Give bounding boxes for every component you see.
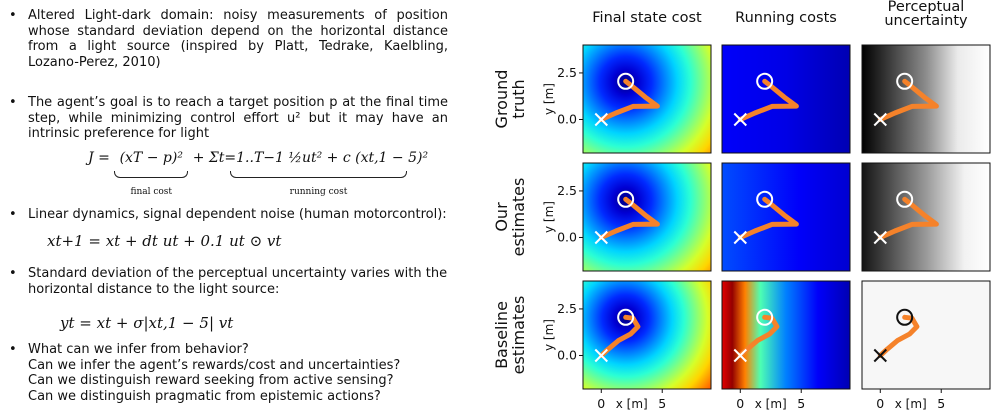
y-axis-label: y [m] (542, 201, 556, 233)
start-x-marker (594, 348, 608, 363)
running-cost-term: Σt=1..T−1 ½ut² + c (xt,1 − 5)² running co… (209, 150, 428, 198)
running-cost-expr: Σt=1..T−1 ½ut² + c (xt,1 − 5)² (208, 150, 429, 166)
y-tick-label: 2.5 (557, 183, 577, 198)
x-tick-label: 0 (736, 396, 744, 411)
start-x-marker (594, 230, 608, 245)
plot-panel: 0 5 x [m] (721, 280, 851, 411)
column-title: Perceptual (888, 0, 965, 15)
x-tick-label: 0 (876, 396, 884, 411)
x-tick-label: 5 (937, 396, 945, 411)
question-line-1: What can we infer from behavior? (28, 342, 249, 357)
bullet-text-1: Altered Light-dark domain: noisy measure… (28, 8, 448, 70)
row-title: estimates (509, 178, 528, 257)
final-cost-term: (xT − p)² final cost (114, 150, 189, 198)
start-x-marker (873, 230, 887, 245)
panel-frame (861, 280, 991, 390)
bullet-marker: • (9, 95, 17, 110)
dynamics-equation: xt+1 = xt + dt ut + 0.1 ut ⊙ vt (47, 232, 282, 250)
heatmap-background (722, 281, 850, 389)
start-x-marker (733, 112, 747, 127)
plot-panel (861, 162, 991, 272)
panel-frame (721, 280, 851, 390)
bullet-marker: • (9, 207, 17, 222)
start-x-marker (594, 112, 608, 127)
bullet-text-5: What can we infer from behavior? Can we … (28, 342, 458, 404)
target-circle-marker (756, 72, 774, 90)
x-axis-label: x [m] (755, 397, 787, 411)
x-axis-label: x [m] (616, 397, 648, 411)
target-circle-marker (756, 190, 774, 208)
start-x-marker (873, 348, 887, 363)
bullet-text-4: Standard deviation of the perceptual unc… (28, 266, 448, 297)
y-axis-label: y [m] (542, 319, 556, 351)
bullet-marker: • (9, 8, 17, 23)
target-circle-marker (896, 190, 914, 208)
target-circle-marker (617, 308, 635, 326)
running-cost-label: running cost (289, 187, 348, 197)
results-figure: Final state cost Running costs Perceptualu… (492, 0, 991, 411)
plot-panel: 0 5 x [m] (582, 280, 712, 411)
row-title: Ground (492, 70, 511, 129)
observation-equation: yt = xt + σ|xt,1 − 5| vt (60, 314, 234, 332)
final-cost-label: final cost (130, 187, 173, 197)
question-line-4: Can we distinguish pragmatic from episte… (28, 388, 381, 404)
y-tick-label: 0.0 (557, 111, 577, 126)
y-tick-label: 2.5 (557, 65, 577, 80)
panel-frame (721, 162, 851, 272)
plot-panel (582, 162, 712, 272)
target-circle-marker (617, 190, 635, 208)
panel-frame (582, 44, 712, 154)
panel-frame (861, 162, 991, 272)
question-line-3: Can we distinguish reward seeking from a… (28, 373, 394, 388)
x-tick-label: 0 (597, 396, 605, 411)
x-axis-label: x [m] (895, 397, 927, 411)
cost-lhs: J = (88, 150, 115, 166)
y-tick-label: 0.0 (557, 229, 577, 244)
bullet-marker: • (9, 266, 17, 281)
target-circle-marker (896, 72, 914, 90)
plot-panel (582, 44, 712, 154)
panel-frame (582, 162, 712, 272)
text-panel: • Altered Light-dark domain: noisy measu… (0, 0, 470, 414)
running-cost-brace (229, 171, 407, 178)
row-title: Baseline (492, 301, 511, 369)
bullet-text-3: Linear dynamics, signal dependent noise … (28, 207, 447, 222)
column-title: uncertainty (884, 13, 968, 29)
y-tick-label: 0.0 (557, 347, 577, 362)
final-cost-brace (114, 171, 189, 178)
bullet-marker: • (9, 342, 17, 357)
heatmap-background (583, 281, 711, 389)
panel-frame (721, 44, 851, 154)
panel-frame (861, 44, 991, 154)
column-title: Running costs (735, 10, 837, 26)
plot-panel: 0 5 x [m] (861, 280, 991, 411)
row-title: truth (509, 79, 528, 118)
cost-plus: + (188, 150, 209, 166)
panel-frame (582, 280, 712, 390)
target-circle-marker (756, 308, 774, 326)
start-x-marker (873, 112, 887, 127)
y-axis-label: y [m] (542, 83, 556, 115)
bullet-text-2: The agent’s goal is to reach a target po… (28, 95, 448, 141)
plot-panel (721, 44, 851, 154)
question-line-2: Can we infer the agent’s rewards/cost an… (28, 357, 401, 373)
plot-panel (721, 162, 851, 272)
target-circle-marker (896, 308, 914, 326)
target-circle-marker (617, 72, 635, 90)
x-tick-label: 5 (797, 396, 805, 411)
start-x-marker (733, 348, 747, 363)
start-x-marker (733, 230, 747, 245)
row-title: estimates (509, 296, 528, 375)
cost-equation: J = (xT − p)² final cost + Σt=1..T−1 ½ut²… (88, 150, 428, 198)
final-cost-expr: (xT − p)² (119, 150, 183, 166)
y-tick-label: 2.5 (557, 301, 577, 316)
column-title: Final state cost (592, 10, 702, 26)
row-title: Our (492, 202, 511, 232)
heatmap-background (862, 281, 990, 389)
x-tick-label: 5 (658, 396, 666, 411)
plot-panel (861, 44, 991, 154)
